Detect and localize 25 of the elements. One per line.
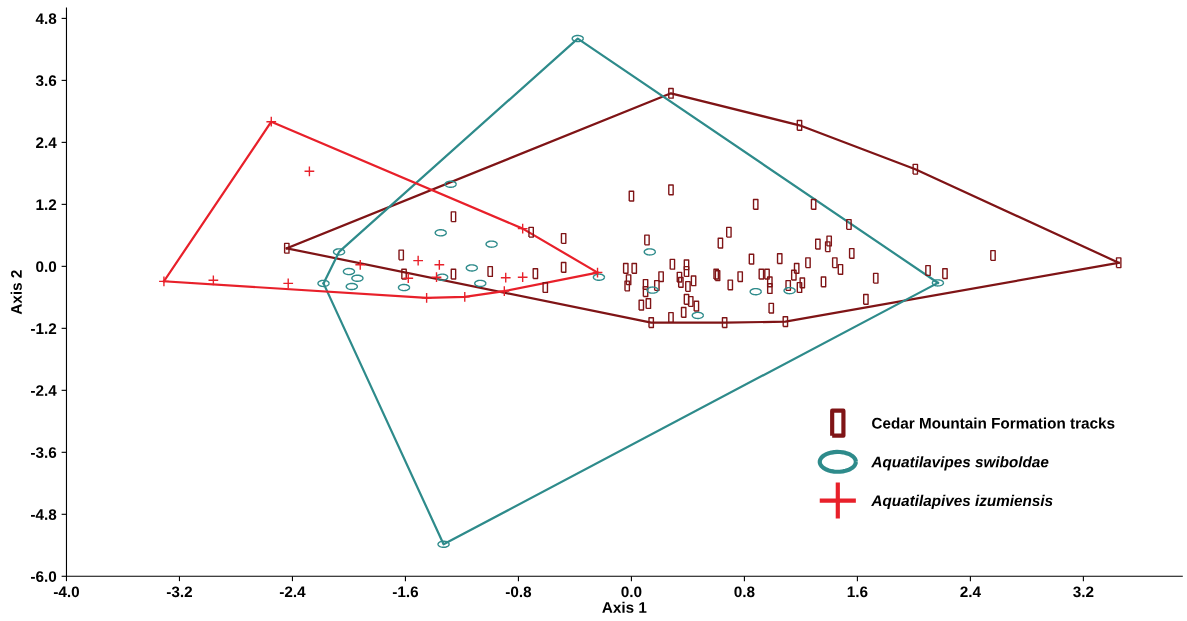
x-tick-label: 3.2 — [1073, 586, 1094, 598]
x-tick-label: 2.4 — [960, 586, 981, 598]
x-tick-label: 0.8 — [734, 586, 755, 598]
x-tick-label: 1.6 — [847, 586, 868, 598]
x-tick-label: -1.6 — [392, 586, 419, 598]
y-tick-label: 3.6 — [35, 75, 57, 87]
y-tick-label: -3.6 — [31, 447, 57, 459]
x-tick-label: -3.2 — [166, 586, 193, 598]
y-tick-label: 4.8 — [35, 13, 57, 25]
legend-label: Aquatilavipes swiboldae — [871, 456, 1049, 471]
y-axis-title: Axis 2 — [10, 270, 22, 315]
y-tick-label: 0.0 — [36, 261, 57, 273]
legend-label: Cedar Mountain Formation tracks — [872, 417, 1115, 429]
y-tick-label: -6.0 — [31, 571, 57, 582]
x-tick-label: -2.4 — [279, 586, 306, 598]
x-axis-title: Axis 1 — [602, 601, 647, 613]
y-tick-label: -2.4 — [31, 385, 57, 396]
x-tick-label: 0.0 — [621, 586, 642, 598]
y-tick-label: -1.2 — [31, 323, 57, 334]
y-tick-label: 1.2 — [36, 199, 57, 210]
legend-label: Aquatilapives izumiensis — [871, 494, 1053, 510]
y-tick-label: -4.8 — [31, 509, 57, 520]
x-tick-label: -0.8 — [505, 586, 532, 598]
y-tick-label: 2.4 — [36, 137, 57, 148]
x-tick-label: -4.0 — [53, 586, 80, 598]
